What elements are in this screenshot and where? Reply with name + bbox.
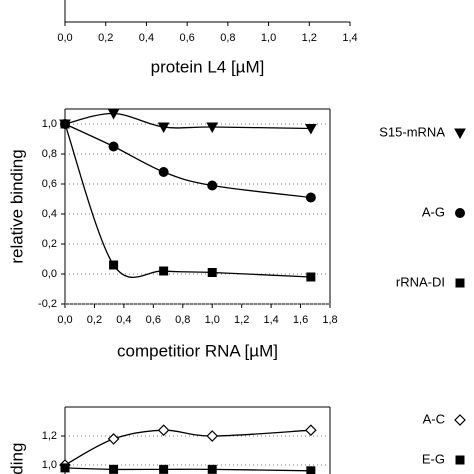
y-tick-label: 0,0 (42, 268, 57, 280)
y-tick-label: 0,2 (42, 238, 57, 250)
x-tick-label: 1,4 (342, 32, 357, 44)
x-tick-label: 1,8 (322, 314, 337, 326)
x-tick-label: 0,2 (87, 314, 102, 326)
x-tick-label: 1,2 (302, 32, 317, 44)
marker (306, 272, 316, 282)
marker (207, 268, 217, 277)
marker (157, 122, 170, 134)
x-tick-label: 0,0 (57, 32, 72, 44)
marker (206, 430, 219, 442)
y-tick-label: -0,2 (38, 298, 57, 310)
x-tick-label: 0,6 (146, 314, 161, 326)
marker (305, 424, 317, 437)
marker (305, 124, 317, 135)
y-tick-label: 0,4 (42, 208, 57, 220)
legend-label: rRNA-DI (396, 274, 445, 289)
x-tick-label: 0,0 (57, 314, 72, 326)
marker (109, 260, 119, 270)
marker (157, 424, 170, 437)
legend-marker (454, 414, 466, 426)
marker (107, 433, 120, 445)
legend-marker (455, 208, 465, 218)
marker (60, 119, 70, 129)
x-tick-label: 0,8 (175, 314, 190, 326)
marker (159, 464, 169, 474)
marker (109, 464, 119, 474)
fit-line (64, 467, 311, 472)
marker (206, 122, 219, 134)
y-tick-label: 0,8 (42, 148, 57, 160)
marker (158, 167, 169, 177)
marker (108, 141, 119, 152)
legend-marker (454, 128, 466, 140)
x-tick-label: 1,6 (293, 314, 308, 326)
fit-line (64, 112, 311, 130)
legend-label: E-G (422, 451, 445, 466)
x-tick-label: 0,4 (139, 32, 154, 44)
x-tick-label: 1,0 (205, 314, 220, 326)
legend-marker (455, 278, 465, 288)
x-axis-label: competitior RNA [µM] (117, 341, 278, 360)
marker (107, 109, 120, 120)
fit-line (64, 123, 311, 278)
y-tick-label: 1,0 (42, 118, 57, 130)
legend-label: A-C (423, 411, 445, 426)
marker (207, 464, 217, 474)
legend-label: A-G (422, 204, 445, 219)
x-axis-label: protein L4 [µM] (151, 57, 265, 76)
y-tick-label: 1,2 (42, 430, 57, 442)
y-axis-label: binding (7, 443, 26, 474)
y-axis-label: relative binding (7, 149, 26, 263)
x-tick-label: 1,0 (261, 32, 276, 44)
y-tick-label: 1,0 (42, 459, 57, 471)
marker (60, 463, 70, 473)
y-tick-label: 0,6 (42, 178, 57, 190)
x-tick-label: 1,2 (234, 314, 249, 326)
x-tick-label: 0,4 (116, 314, 131, 326)
marker (305, 192, 316, 203)
x-tick-label: 0,2 (98, 32, 113, 44)
legend-marker (455, 455, 465, 465)
fit-line (64, 123, 311, 199)
x-tick-label: 1,4 (263, 314, 278, 326)
fit-line (64, 429, 311, 466)
legend-label: S15-mRNA (379, 124, 445, 139)
x-tick-label: 0,8 (220, 32, 235, 44)
marker (159, 266, 169, 276)
marker (306, 466, 316, 474)
marker (207, 180, 218, 191)
x-tick-label: 0,6 (179, 32, 194, 44)
